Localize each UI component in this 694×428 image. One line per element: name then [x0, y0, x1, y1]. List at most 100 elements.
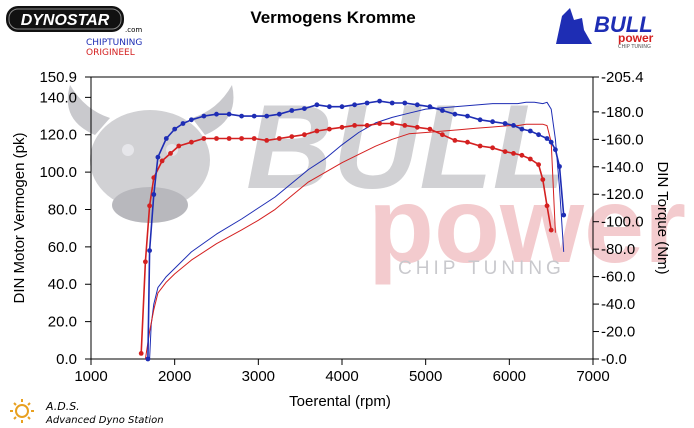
stock-power-point [352, 123, 357, 128]
series-stock-power [138, 121, 554, 356]
legend-chiptuning: CHIPTUNING [86, 38, 142, 48]
x-tick-label: 1000 [74, 368, 107, 385]
stock-power-point [452, 138, 458, 143]
y-tick-label: 140.0 [39, 89, 77, 106]
chart-title: Vermogens Kromme [250, 8, 415, 27]
x-tick-label: 4000 [325, 368, 358, 385]
tuned-power-point [553, 147, 558, 153]
x-tick-label: 3000 [242, 368, 275, 385]
stock-power-point [189, 139, 194, 145]
series-layer [138, 98, 567, 362]
y2-tick-label: -40.0 [601, 296, 635, 313]
stock-power-point [264, 138, 270, 143]
stock-power-point [168, 151, 173, 156]
tuned-power-point [264, 113, 270, 119]
tuned-power-point [180, 121, 186, 126]
tuned-power-point [477, 117, 483, 123]
tuned-power-point [519, 126, 525, 132]
bull-power-logo: BULL power CHIP TUNING [552, 4, 660, 50]
tuned-power-point [440, 108, 445, 113]
tuned-power-point [511, 123, 516, 128]
stock-power-point [540, 177, 546, 183]
stock-power-point [377, 121, 382, 126]
tuned-power-point [145, 356, 151, 362]
dynostar-text: DYNOSTAR [21, 12, 110, 29]
ads-title: A.D.S. [45, 400, 80, 413]
tuned-power-point [151, 192, 157, 197]
stock-power-line [140, 122, 552, 354]
tuned-power-point [527, 128, 533, 134]
y-tick-label: 150.9 [39, 69, 77, 86]
chip-tuning-logo-text: CHIP TUNING [618, 44, 651, 50]
series-tuned-torque [149, 101, 565, 360]
y-tick-label: 20.0 [48, 314, 77, 331]
y-tick-label: 60.0 [48, 239, 77, 256]
stock-power-point [339, 124, 345, 130]
tuned-power-point [172, 126, 178, 132]
y2-tick-label: -100.0 [601, 214, 644, 231]
series-stock-torque [144, 123, 556, 360]
tuned-power-point [352, 102, 357, 108]
stock-power-point [314, 128, 320, 134]
x-axis-label: Toerental (rpm) [289, 393, 391, 410]
watermark-power-text: power [368, 164, 686, 285]
tuned-power-point [414, 102, 420, 108]
tuned-power-point [314, 102, 320, 108]
stock-power-point [427, 126, 433, 132]
tuned-power-point [155, 154, 161, 160]
tuned-power-point [302, 106, 307, 111]
stock-torque-line [144, 123, 556, 360]
y2-axis-label: DIN Torque (Nm) [654, 161, 671, 274]
dynostar-suffix: .com [125, 26, 142, 34]
y2-tick-label: -60.0 [601, 269, 635, 286]
y2-tick-label: -80.0 [601, 241, 635, 258]
stock-power-point [536, 162, 541, 168]
stock-power-point [226, 136, 232, 141]
x-tick-label: 6000 [493, 368, 526, 385]
tuned-power-point [327, 104, 332, 110]
tuned-power-point [389, 100, 395, 106]
stock-power-point [251, 136, 257, 141]
tuned-power-point [339, 104, 345, 110]
tuned-power-point [189, 117, 194, 123]
stock-power-point [414, 124, 420, 130]
stock-power-point [159, 158, 165, 164]
y2-tick-label: -205.4 [601, 69, 644, 86]
y2-tick-label: -160.0 [601, 131, 644, 148]
y-axis-label: DIN Motor Vermogen (pk) [11, 133, 28, 304]
stock-power-point [364, 123, 370, 128]
bull-silhouette-icon [556, 8, 592, 44]
tuned-power-point [364, 100, 370, 106]
axis-ticks: 1000 2000 3000 4000 5000 6000 7000 0.0 20.0 40.0 6… [39, 69, 643, 385]
stock-power-point [214, 136, 219, 141]
stock-power-point [519, 152, 525, 158]
x-tick-label: 5000 [409, 368, 442, 385]
tuned-power-point [201, 113, 207, 119]
series-tuned-power [145, 98, 567, 362]
tuned-power-point [377, 98, 382, 104]
stock-power-point [544, 203, 550, 209]
tuned-power-point [502, 121, 508, 126]
tuned-power-point [226, 111, 232, 117]
tuned-torque-line [149, 101, 565, 360]
stock-power-point [502, 149, 508, 155]
x-tick-label: 2000 [158, 368, 191, 385]
stock-power-point [465, 139, 470, 145]
stock-power-point [389, 121, 395, 126]
power-logo-text: power [618, 31, 654, 45]
tuned-power-point [147, 248, 153, 254]
y2-tick-label: -20.0 [601, 324, 635, 341]
tuned-power-point [490, 119, 495, 125]
stock-power-point [527, 156, 533, 162]
tuned-power-point [427, 104, 433, 110]
stock-power-point [201, 136, 207, 141]
stock-power-point [239, 136, 245, 141]
tuned-power-point [548, 139, 554, 145]
tuned-power-point [251, 113, 257, 119]
x-tick-label: 7000 [576, 368, 609, 385]
y2-tick-label: -180.0 [601, 104, 644, 121]
stock-power-point [327, 126, 332, 132]
legend-origineel: ORIGINEEL [86, 48, 135, 58]
stock-power-point [289, 134, 295, 140]
